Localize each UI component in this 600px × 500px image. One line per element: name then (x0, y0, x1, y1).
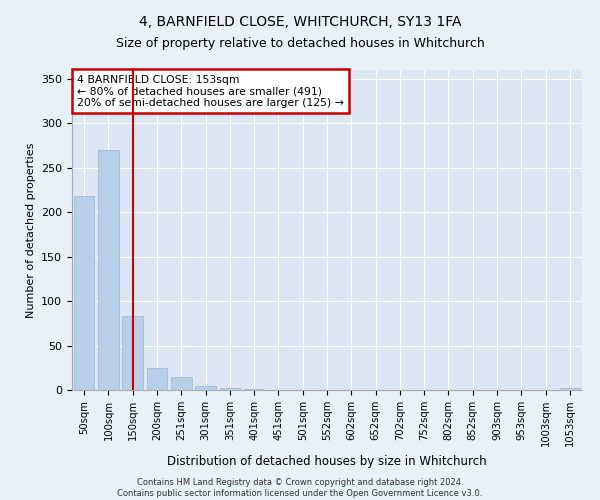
Y-axis label: Number of detached properties: Number of detached properties (26, 142, 35, 318)
Text: 4 BARNFIELD CLOSE: 153sqm
← 80% of detached houses are smaller (491)
20% of semi: 4 BARNFIELD CLOSE: 153sqm ← 80% of detac… (77, 75, 344, 108)
Text: Size of property relative to detached houses in Whitchurch: Size of property relative to detached ho… (116, 38, 484, 51)
Bar (244, 389, 265, 390)
Bar (220, 388, 240, 390)
Text: 4, BARNFIELD CLOSE, WHITCHURCH, SY13 1FA: 4, BARNFIELD CLOSE, WHITCHURCH, SY13 1FA (139, 15, 461, 29)
Bar (146, 368, 167, 390)
Bar (98, 150, 119, 390)
Text: Contains HM Land Registry data © Crown copyright and database right 2024.
Contai: Contains HM Land Registry data © Crown c… (118, 478, 482, 498)
Bar (560, 388, 580, 390)
Bar (195, 386, 216, 390)
Bar (122, 316, 143, 390)
X-axis label: Distribution of detached houses by size in Whitchurch: Distribution of detached houses by size … (167, 454, 487, 468)
Bar (74, 196, 94, 390)
Bar (171, 376, 191, 390)
